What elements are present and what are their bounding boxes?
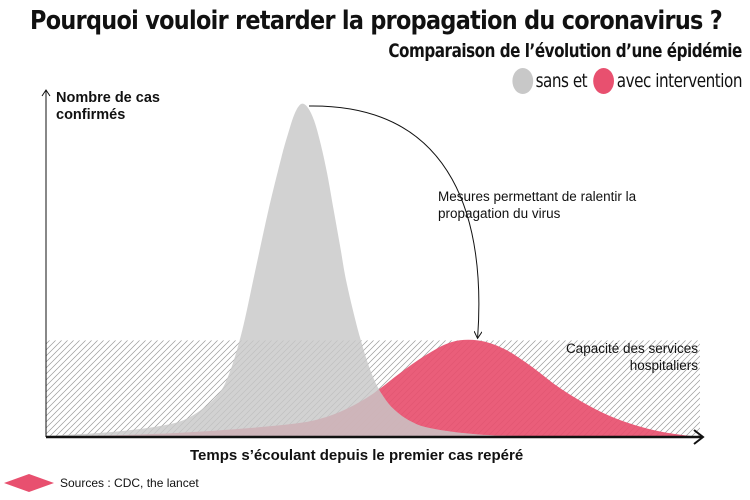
area-avec-intervention bbox=[46, 339, 700, 437]
x-axis-label: Temps s’écoulant depuis le premier cas r… bbox=[190, 447, 524, 464]
legend-swatch-avec bbox=[593, 68, 615, 94]
diamond-icon bbox=[4, 474, 54, 492]
chart-subtitle: Comparaison de l’évolution d’une épidémi… bbox=[388, 40, 743, 62]
chart-title: Pourquoi vouloir retarder la propagation… bbox=[30, 6, 723, 36]
legend: sans et avec intervention bbox=[512, 68, 742, 94]
sources: Sources : CDC, the lancet bbox=[4, 474, 199, 492]
capacity-label: Capacité des services hospitaliers bbox=[565, 341, 698, 373]
y-axis-arrow-icon bbox=[41, 89, 51, 97]
x-axis-arrow-icon bbox=[693, 429, 705, 445]
y-axis-label: Nombre de cas confirmés bbox=[56, 90, 160, 123]
annotation-arrow bbox=[309, 105, 479, 337]
sources-text: Sources : CDC, the lancet bbox=[60, 476, 199, 490]
legend-swatch-sans bbox=[512, 68, 534, 94]
legend-label-avec: avec intervention bbox=[616, 70, 743, 92]
annotation-text: Mesures permettant de ralentir la propag… bbox=[438, 189, 637, 221]
area-sans-intervention bbox=[46, 103, 570, 437]
legend-label-sans: sans et bbox=[535, 70, 588, 92]
